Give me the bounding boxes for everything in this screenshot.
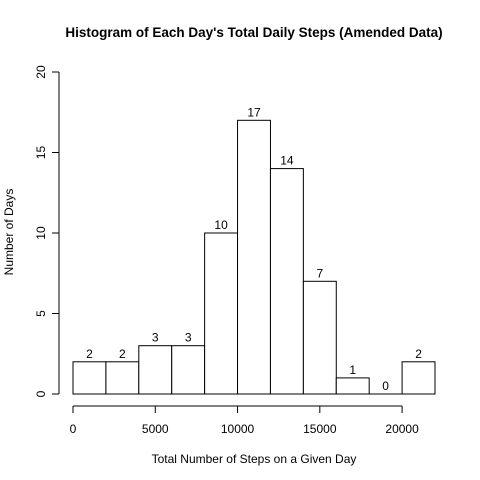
bar-count-label: 7 xyxy=(316,266,323,280)
bar-count-label: 0 xyxy=(382,379,389,393)
bar-count-label: 17 xyxy=(247,105,261,119)
y-tick-label: 0 xyxy=(34,390,48,397)
x-axis: 0 5000 10000 15000 20000 xyxy=(70,405,419,436)
histogram-bar xyxy=(237,119,271,395)
histogram-bar xyxy=(269,168,304,395)
x-tick-label: 0 xyxy=(70,422,77,436)
x-tick-label: 15000 xyxy=(303,422,337,436)
histogram-bar xyxy=(302,280,337,395)
histogram-bar xyxy=(335,377,370,395)
y-tick-label: 5 xyxy=(34,310,48,317)
bar-count-label: 2 xyxy=(86,347,93,361)
y-axis: 0 5 10 15 20 xyxy=(34,65,60,397)
histogram-bar xyxy=(204,232,239,395)
y-axis-label: Number of Days xyxy=(2,189,16,276)
bar-count-label: 3 xyxy=(185,331,192,345)
bar-count-label: 10 xyxy=(214,218,228,232)
histogram-bar xyxy=(401,361,436,395)
chart-title: Histogram of Each Day's Total Daily Step… xyxy=(65,25,442,40)
x-tick-label: 10000 xyxy=(221,422,255,436)
x-tick-label: 5000 xyxy=(142,422,169,436)
histogram-bars xyxy=(72,119,436,395)
bar-count-label: 2 xyxy=(119,347,126,361)
bar-count-label: 2 xyxy=(415,347,422,361)
y-tick-label: 15 xyxy=(34,146,48,160)
y-tick-label: 10 xyxy=(34,226,48,240)
bar-count-label: 14 xyxy=(280,154,294,168)
bar-count-label: 3 xyxy=(152,331,159,345)
histogram-bar xyxy=(171,345,206,395)
histogram-bar xyxy=(138,345,173,395)
x-tick-label: 20000 xyxy=(385,422,419,436)
bar-count-label: 1 xyxy=(349,363,356,377)
y-tick-label: 20 xyxy=(34,65,48,79)
x-axis-label: Total Number of Steps on a Given Day xyxy=(152,452,357,466)
histogram-bar xyxy=(105,361,140,395)
histogram-bar xyxy=(72,361,107,395)
